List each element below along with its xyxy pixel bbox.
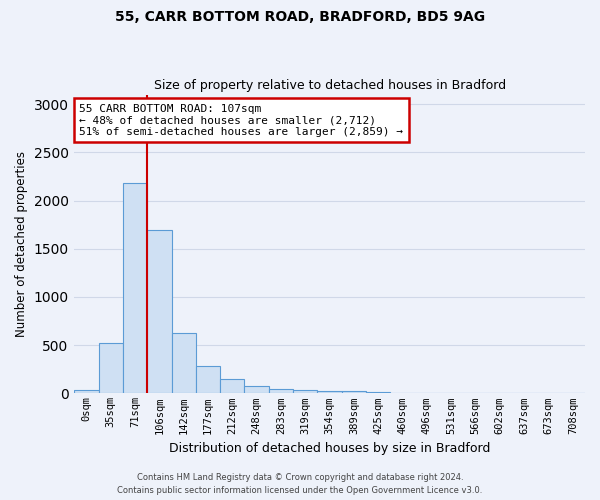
Text: 55 CARR BOTTOM ROAD: 107sqm
← 48% of detached houses are smaller (2,712)
51% of : 55 CARR BOTTOM ROAD: 107sqm ← 48% of det… bbox=[79, 104, 403, 136]
Bar bbox=[98, 344, 123, 394]
Bar bbox=[74, 390, 98, 394]
Text: Contains HM Land Registry data © Crown copyright and database right 2024.
Contai: Contains HM Land Registry data © Crown c… bbox=[118, 474, 482, 495]
Y-axis label: Number of detached properties: Number of detached properties bbox=[15, 151, 28, 337]
X-axis label: Distribution of detached houses by size in Bradford: Distribution of detached houses by size … bbox=[169, 442, 490, 455]
Bar bbox=[342, 392, 366, 394]
Bar bbox=[366, 392, 391, 394]
Bar bbox=[269, 389, 293, 394]
Bar bbox=[196, 366, 220, 394]
Bar bbox=[147, 230, 172, 394]
Bar bbox=[172, 332, 196, 394]
Bar bbox=[244, 386, 269, 394]
Text: 55, CARR BOTTOM ROAD, BRADFORD, BD5 9AG: 55, CARR BOTTOM ROAD, BRADFORD, BD5 9AG bbox=[115, 10, 485, 24]
Bar bbox=[220, 379, 244, 394]
Title: Size of property relative to detached houses in Bradford: Size of property relative to detached ho… bbox=[154, 79, 506, 92]
Bar bbox=[293, 390, 317, 394]
Bar bbox=[123, 183, 147, 394]
Bar bbox=[317, 391, 342, 394]
